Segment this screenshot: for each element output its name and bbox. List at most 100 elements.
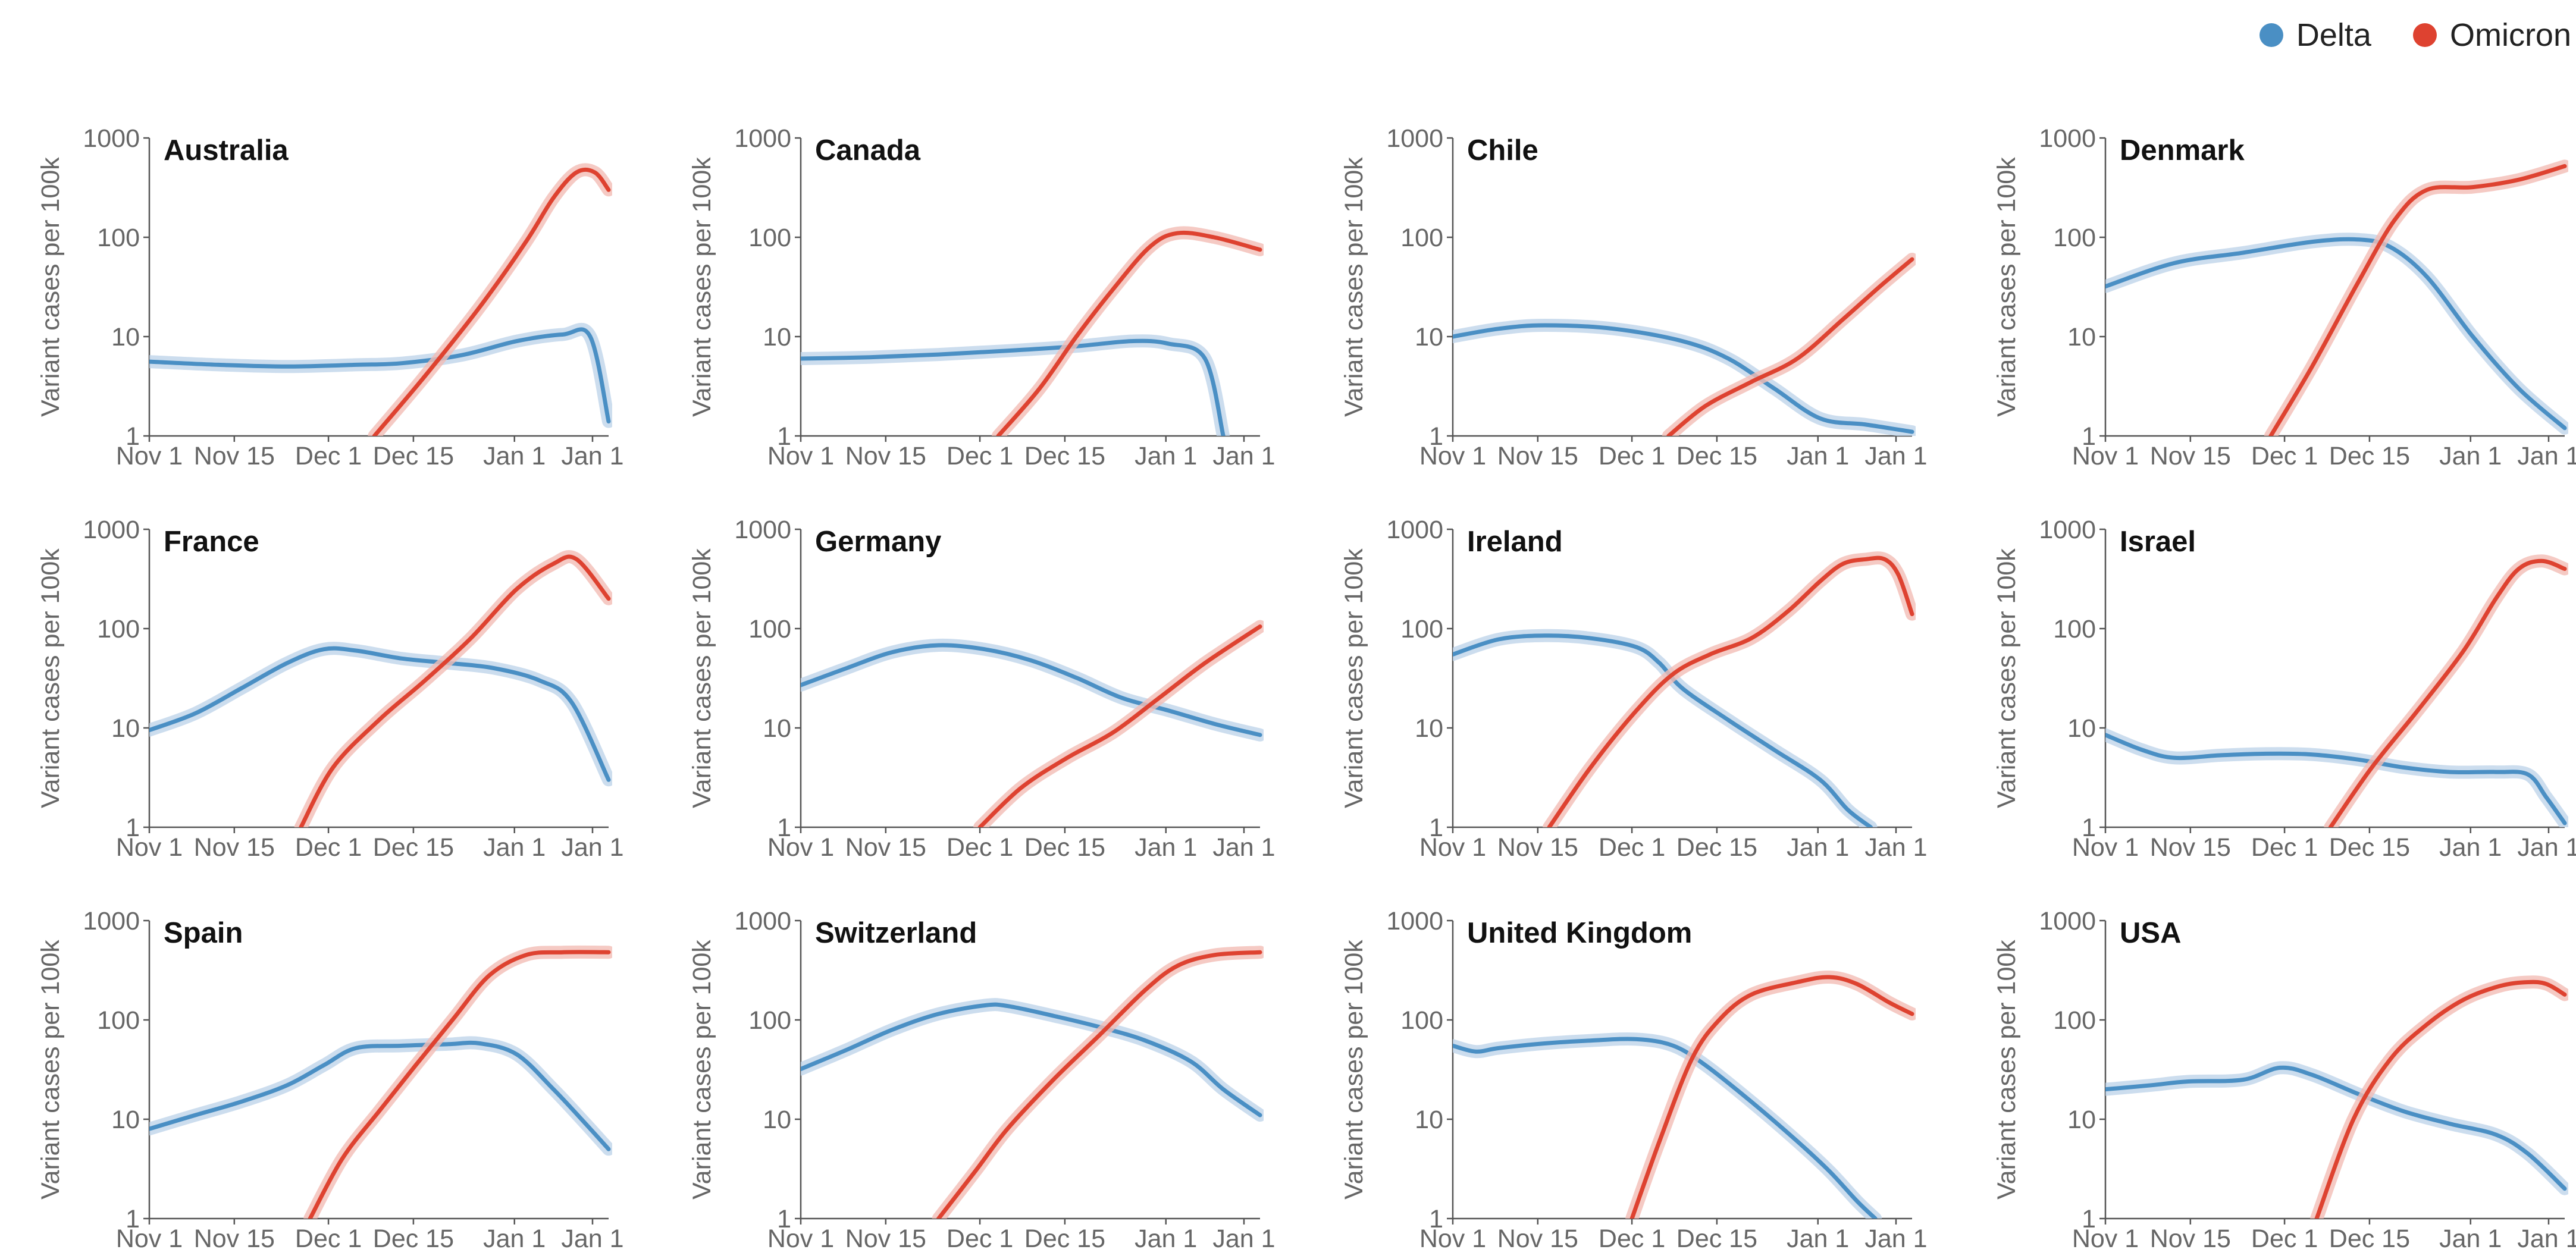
y-tick-label: 1: [2082, 1205, 2096, 1233]
omicron-series-line: [2314, 979, 2567, 1219]
delta-series-line: [801, 1002, 1262, 1117]
x-tick-label: Jan 1: [1787, 442, 1849, 470]
x-tick-label: Dec 15: [1676, 833, 1757, 862]
x-tick-label: Jan 1: [1787, 833, 1849, 862]
x-tick-label: Nov 15: [1497, 442, 1578, 470]
y-tick-label: 1: [777, 1205, 791, 1233]
omicron-series-line: [977, 624, 1262, 827]
x-tick-label: Dec 15: [2329, 442, 2410, 470]
omicron-confidence-band: [1543, 551, 1916, 827]
y-tick-label: 100: [748, 1006, 791, 1035]
y-tick-label: 10: [111, 1106, 140, 1134]
omicron-series-line: [372, 167, 611, 436]
y-axis-label: Variant cases per 100k: [688, 157, 716, 417]
x-tick-label: Nov 15: [845, 833, 926, 862]
delta-confidence-band: [149, 322, 612, 428]
x-tick-label: Nov 15: [2150, 833, 2231, 862]
delta-series-line: [2105, 1065, 2567, 1191]
y-axis-label: Variant cases per 100k: [1992, 548, 2021, 808]
x-tick-label: Nov 1: [1419, 1225, 1486, 1253]
y-tick-label: 100: [97, 224, 140, 252]
y-axis-label: Variant cases per 100k: [688, 940, 716, 1200]
x-tick-label: Dec 15: [2329, 833, 2410, 862]
x-tick-label: Jan 1: [1864, 1225, 1927, 1253]
x-tick-label: Dec 15: [1024, 833, 1105, 862]
x-tick-label: Jan 1: [561, 442, 623, 470]
y-tick-label: 1000: [2039, 907, 2096, 935]
y-tick-label: 10: [2067, 714, 2096, 743]
legend-dot-delta: [2259, 23, 2283, 47]
x-tick-label: Nov 15: [194, 833, 275, 862]
x-tick-label: Jan 1: [2439, 1225, 2502, 1253]
x-tick-label: Jan 1: [483, 1225, 546, 1253]
y-tick-label: 100: [2053, 615, 2096, 643]
legend: Delta Omicron: [2259, 17, 2571, 54]
y-tick-label: 100: [97, 1006, 140, 1035]
y-axis-label: Variant cases per 100k: [1340, 548, 1368, 808]
x-tick-label: Nov 1: [1419, 442, 1486, 470]
x-tick-label: Dec 1: [295, 1225, 362, 1253]
delta-series-line: [149, 646, 611, 782]
x-tick-label: Dec 1: [947, 1225, 1013, 1253]
x-tick-label: Nov 15: [2150, 442, 2231, 470]
omicron-series-line: [1629, 975, 1914, 1219]
y-tick-label: 10: [2067, 1106, 2096, 1134]
panel-title: Switzerland: [815, 917, 977, 949]
delta-series-line: [1453, 1037, 1878, 1219]
omicron-series-line: [2328, 558, 2567, 827]
omicron-series-line: [299, 554, 611, 827]
x-tick-label: Dec 15: [1676, 442, 1757, 470]
y-axis-label: Variant cases per 100k: [688, 548, 716, 808]
delta-series-line: [2105, 733, 2567, 825]
x-tick-label: Jan 1: [1135, 1225, 1197, 1253]
y-tick-label: 1000: [83, 907, 140, 935]
y-axis-label: Variant cases per 100k: [36, 548, 65, 808]
y-tick-label: 100: [97, 615, 140, 643]
y-tick-label: 1: [126, 814, 140, 842]
x-tick-label: Jan 1: [561, 1225, 623, 1253]
delta-series-line: [801, 643, 1262, 737]
delta-series-line: [149, 327, 611, 424]
omicron-series-line: [996, 230, 1262, 436]
y-tick-label: 1: [777, 814, 791, 842]
y-tick-label: 100: [1400, 1006, 1443, 1035]
omicron-series-line: [1666, 257, 1914, 436]
panel-title: Ireland: [1467, 526, 1563, 558]
x-tick-label: Dec 1: [947, 442, 1013, 470]
legend-item-delta: Delta: [2259, 17, 2371, 54]
omicron-series-line: [1547, 555, 1914, 827]
omicron-confidence-band: [303, 945, 612, 1219]
y-tick-label: 1000: [2039, 516, 2096, 544]
x-tick-label: Dec 15: [1024, 1225, 1105, 1253]
panel-title: France: [164, 526, 259, 558]
y-axis-label: Variant cases per 100k: [36, 157, 65, 417]
legend-label-delta: Delta: [2296, 17, 2371, 53]
y-axis-label: Variant cases per 100k: [1992, 157, 2021, 417]
x-tick-label: Dec 15: [373, 1225, 454, 1253]
y-tick-label: 1000: [734, 907, 791, 935]
x-tick-label: Dec 1: [2251, 442, 2318, 470]
x-tick-label: Nov 15: [1497, 833, 1578, 862]
panel-title: Chile: [1467, 134, 1538, 167]
x-tick-label: Nov 15: [845, 442, 926, 470]
y-tick-label: 1000: [1386, 516, 1443, 544]
x-tick-label: Nov 15: [194, 1225, 275, 1253]
x-tick-label: Jan 1: [1864, 442, 1927, 470]
x-tick-label: Jan 1: [2439, 442, 2502, 470]
y-tick-label: 10: [1415, 323, 1443, 351]
y-tick-label: 1: [2082, 814, 2096, 842]
y-tick-label: 100: [748, 224, 791, 252]
delta-series-line: [1453, 323, 1914, 434]
y-tick-label: 10: [111, 323, 140, 351]
x-tick-label: Dec 1: [295, 442, 362, 470]
x-tick-label: Jan 1: [1212, 1225, 1275, 1253]
x-tick-label: Jan 1: [561, 833, 623, 862]
